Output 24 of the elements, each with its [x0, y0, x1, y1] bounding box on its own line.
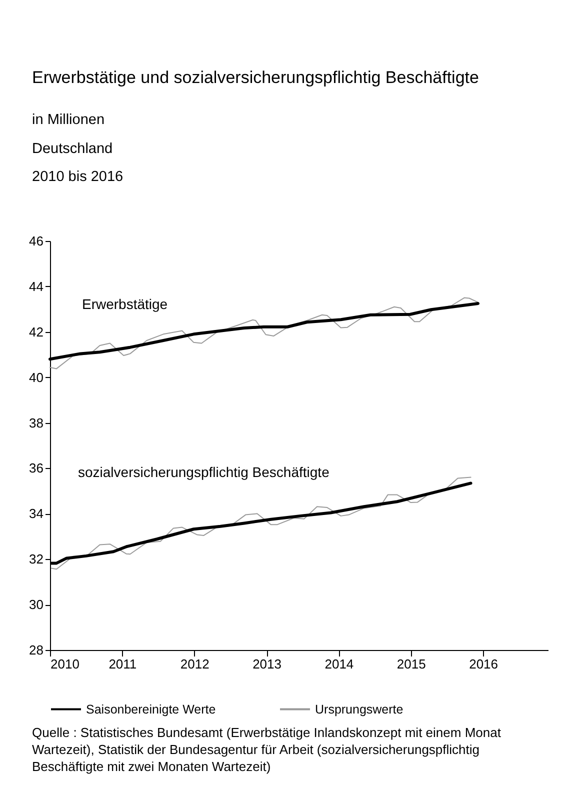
legend-label: Saisonbereinigte Werte [86, 702, 216, 716]
annotation: sozialversicherungspflichtig Beschäftigte [78, 464, 330, 480]
x-tick-label: 2013 [252, 656, 282, 672]
source-note: Quelle : Statistisches Bundesamt (Erwerbstätige Inlandskonzept mit einem Monat Wartezeit), Statistik der Bundesagentur für Arbeit (sozialversicherungspflichtig Beschäftigte mit zwei Monaten Wartezeit) [32, 724, 502, 775]
y-tick-label: 28 [29, 642, 44, 658]
x-tick-label: 2012 [180, 656, 210, 672]
x-tick-label: 2011 [108, 656, 137, 672]
legend-label: Ursprungswerte [315, 702, 404, 716]
y-tick-label: 34 [29, 506, 44, 522]
y-tick-label: 40 [29, 370, 44, 385]
x-tick-label: 2014 [324, 656, 354, 672]
x-tick-label: 2016 [469, 656, 498, 672]
y-tick-label: 32 [29, 552, 44, 567]
chart-title: Erwerbstätige und sozialversicherungspflichtig Beschäftigte [32, 68, 479, 88]
y-tick-label: 36 [29, 460, 44, 476]
y-tick-label: 30 [29, 597, 44, 612]
annotation: Erwerbstätige [82, 296, 168, 312]
y-tick-label: 44 [29, 278, 44, 294]
y-tick-label: 46 [29, 234, 44, 248]
y-tick-label: 42 [29, 324, 44, 340]
x-tick-label: 2015 [396, 656, 426, 672]
chart-subtitle: in Millionen Deutschland 2010 bis 2016 [32, 111, 124, 187]
y-tick-label: 38 [29, 415, 44, 430]
x-tick-label: 2010 [50, 656, 80, 672]
